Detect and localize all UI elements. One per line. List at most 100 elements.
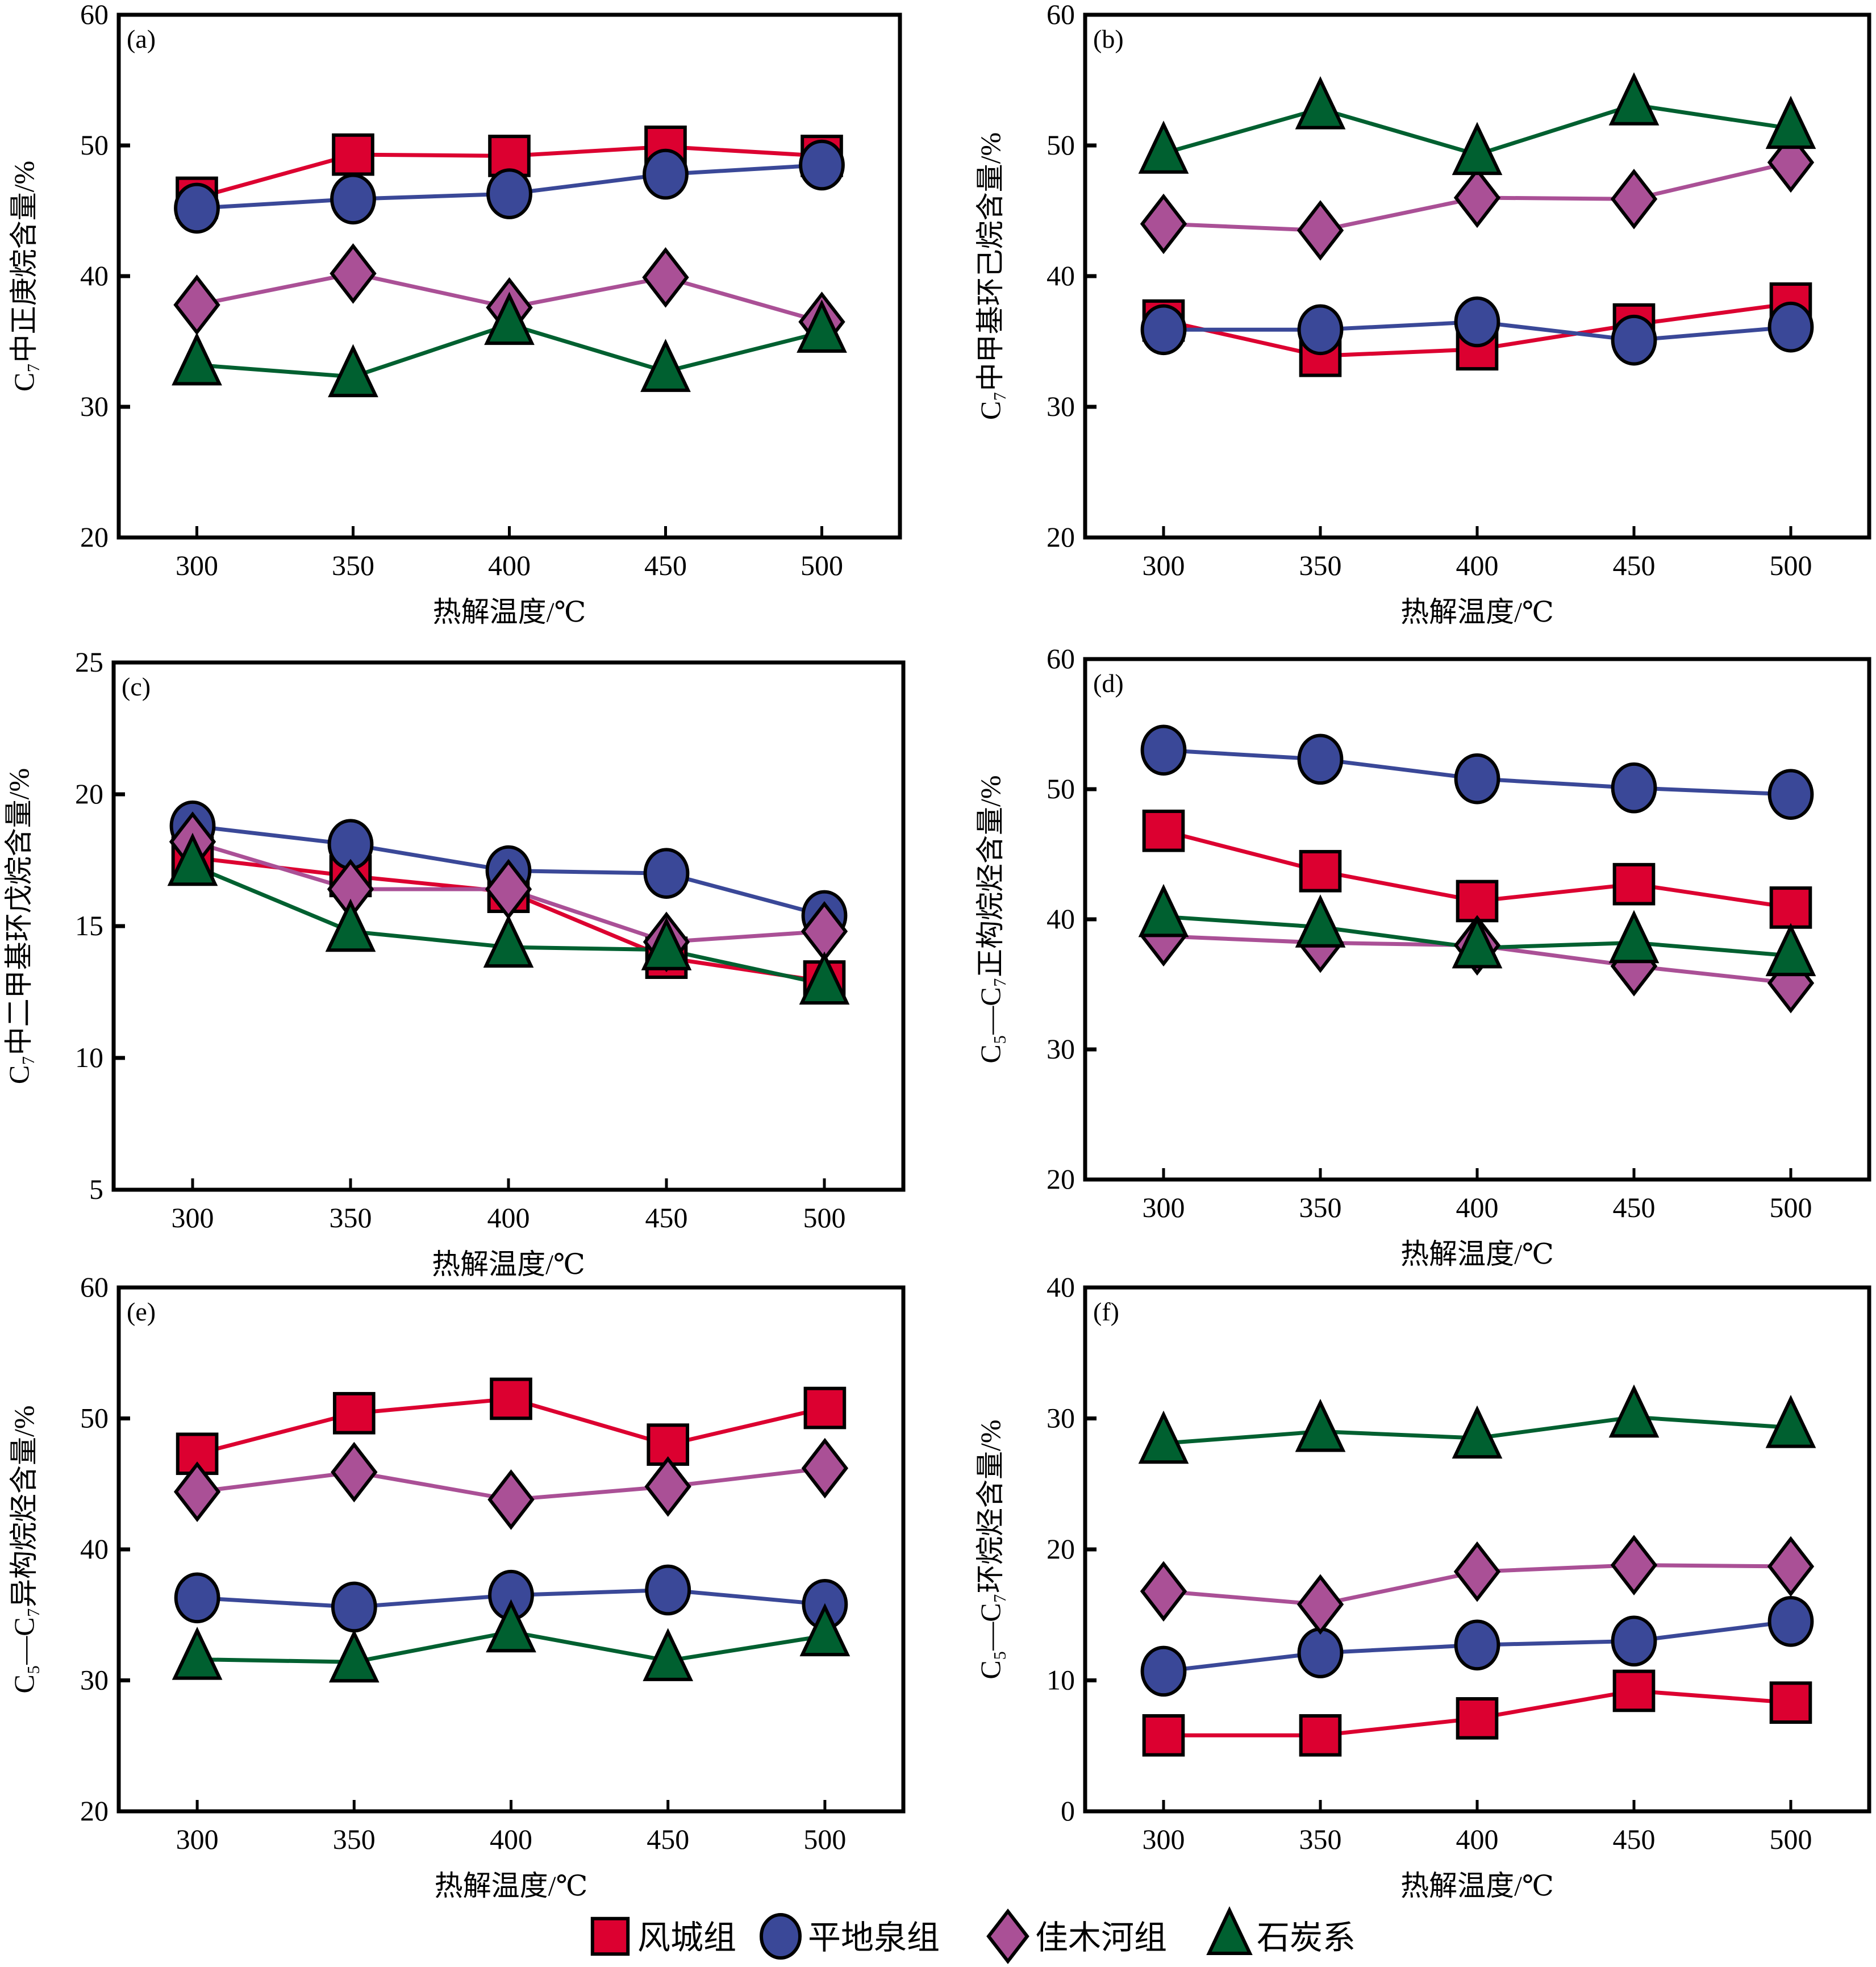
data-point-circle (799, 139, 845, 191)
data-point-triangle (1765, 923, 1816, 977)
data-point-circle (1611, 1615, 1657, 1667)
data-point-circle (486, 168, 532, 219)
y-tick-label: 40 (80, 260, 109, 291)
data-point-circle (1297, 1627, 1344, 1678)
y-tick-label: 30 (1047, 390, 1075, 422)
series-markers (172, 125, 847, 398)
x-tick-label: 300 (176, 1823, 219, 1855)
y-tick-label: 30 (80, 1664, 109, 1696)
y-tick-label: 60 (80, 1271, 109, 1303)
data-point-triangle (483, 914, 534, 968)
y-axis-title: C₇中二甲基环戊烷含量/% (3, 768, 35, 1084)
data-point-triangle (643, 1628, 694, 1681)
data-point-circle (1454, 753, 1500, 805)
data-point-circle (645, 1564, 691, 1616)
data-point-triangle (1452, 915, 1503, 969)
data-point-triangle (799, 951, 850, 1005)
series-markers (1138, 72, 1816, 377)
data-point-triangle (172, 332, 222, 386)
data-point-square (1612, 1669, 1656, 1712)
x-axis-title: 热解温度/℃ (435, 1870, 588, 1902)
x-tick-label: 400 (1456, 549, 1499, 581)
x-tick-label: 500 (1770, 1191, 1812, 1223)
data-point-triangle (172, 1627, 223, 1680)
data-point-circle (1454, 1619, 1500, 1671)
data-point-diamond (1610, 1535, 1658, 1595)
data-point-diamond (331, 1441, 378, 1503)
data-point-circle (174, 182, 220, 234)
data-point-circle (1297, 304, 1344, 356)
legend-label: 风城组 (637, 1919, 736, 1956)
data-point-triangle (797, 299, 847, 353)
data-point-diamond (1767, 1536, 1815, 1597)
data-point-diamond (801, 1437, 849, 1499)
x-tick-label: 350 (1299, 1191, 1342, 1223)
data-point-diamond (173, 1461, 221, 1522)
y-tick-label: 40 (1047, 1271, 1075, 1303)
y-tick-label: 25 (75, 646, 103, 678)
data-point-circle (1767, 1595, 1814, 1647)
data-point-square (1769, 1681, 1812, 1724)
y-tick-label: 5 (89, 1173, 103, 1205)
y-tick-label: 60 (1047, 0, 1075, 30)
plot-frame (1083, 12, 1871, 540)
data-point-triangle (167, 832, 218, 886)
data-point-diamond (1453, 1541, 1501, 1602)
data-point-triangle (486, 1599, 536, 1653)
y-tick-label: 15 (75, 910, 103, 941)
data-point-triangle (325, 898, 376, 952)
chart-panel-d: 20 30 40 50 60 300 350 400 450 500 热解温度/℃ C₅—C₇正构烷烃… (974, 643, 1871, 1270)
x-axis-title: 热解温度/℃ (1400, 1870, 1554, 1902)
data-point-triangle (1138, 120, 1189, 174)
data-point-circle (1767, 301, 1814, 353)
data-point-triangle (640, 339, 691, 392)
chart-panel-f: 0 10 20 30 40 300 350 400 450 500 热解温度/℃ C₅—C₇环烷烃含量… (974, 1271, 1871, 1902)
data-point-triangle (1452, 1405, 1503, 1459)
data-point-diamond (1296, 1574, 1344, 1635)
data-point-square (1142, 809, 1185, 852)
data-point-diamond (1453, 167, 1501, 228)
data-point-triangle (1608, 72, 1660, 126)
panel-label: (c) (122, 672, 151, 701)
data-point-triangle (1295, 76, 1346, 130)
x-axis-title: 热解温度/℃ (1400, 596, 1554, 628)
data-point-square (1612, 862, 1656, 906)
data-point-circle (174, 1572, 220, 1624)
legend-item: 石炭系 (1206, 1906, 1356, 1956)
y-tick-label: 20 (1047, 1533, 1075, 1565)
data-point-circle (1140, 724, 1187, 776)
data-point-square (1142, 1714, 1185, 1757)
x-axis-title: 热解温度/℃ (1400, 1238, 1554, 1270)
y-tick-label: 20 (75, 778, 103, 810)
data-point-circle (331, 1581, 377, 1633)
chart-panel-b: 20 30 40 50 60 300 350 400 450 500 热解温度/℃ C₇中甲基环己烷含… (974, 0, 1871, 628)
data-point-triangle (1138, 1410, 1189, 1464)
legend: 风城组 平地泉组 佳木河组 石炭系 (590, 1906, 1356, 1964)
y-tick-label: 30 (1047, 1033, 1075, 1065)
diamond-marker-icon (986, 1908, 1029, 1964)
x-tick-label: 450 (1613, 549, 1656, 581)
data-point-triangle (328, 1629, 380, 1683)
x-tick-label: 300 (176, 549, 218, 581)
data-point-circle (643, 148, 689, 200)
y-axis-title: C₅—C₇异构烷烃含量/% (8, 1405, 40, 1693)
data-point-triangle (1608, 1384, 1660, 1438)
y-tick-label: 0 (1061, 1795, 1075, 1827)
data-point-triangle (1138, 884, 1189, 937)
legend-label: 石炭系 (1257, 1919, 1356, 1956)
y-axis-title: C₇中正庚烷含量/% (8, 161, 40, 391)
y-tick-label: 10 (1047, 1664, 1075, 1696)
x-tick-label: 500 (1770, 549, 1812, 581)
panel-label: (f) (1093, 1297, 1119, 1326)
data-point-triangle (799, 1603, 851, 1657)
x-tick-label: 350 (332, 549, 374, 581)
chart-panel-c: 5 10 15 20 25 300 350 400 450 500 热解温度/℃ C₇中二甲基环戊烷含… (3, 646, 906, 1280)
x-tick-label: 400 (490, 1823, 532, 1855)
data-point-square (1456, 1697, 1499, 1740)
x-tick-label: 300 (1143, 1191, 1185, 1223)
series-markers (1138, 724, 1816, 1014)
x-tick-label: 450 (1613, 1823, 1656, 1855)
data-point-diamond (1296, 200, 1344, 261)
